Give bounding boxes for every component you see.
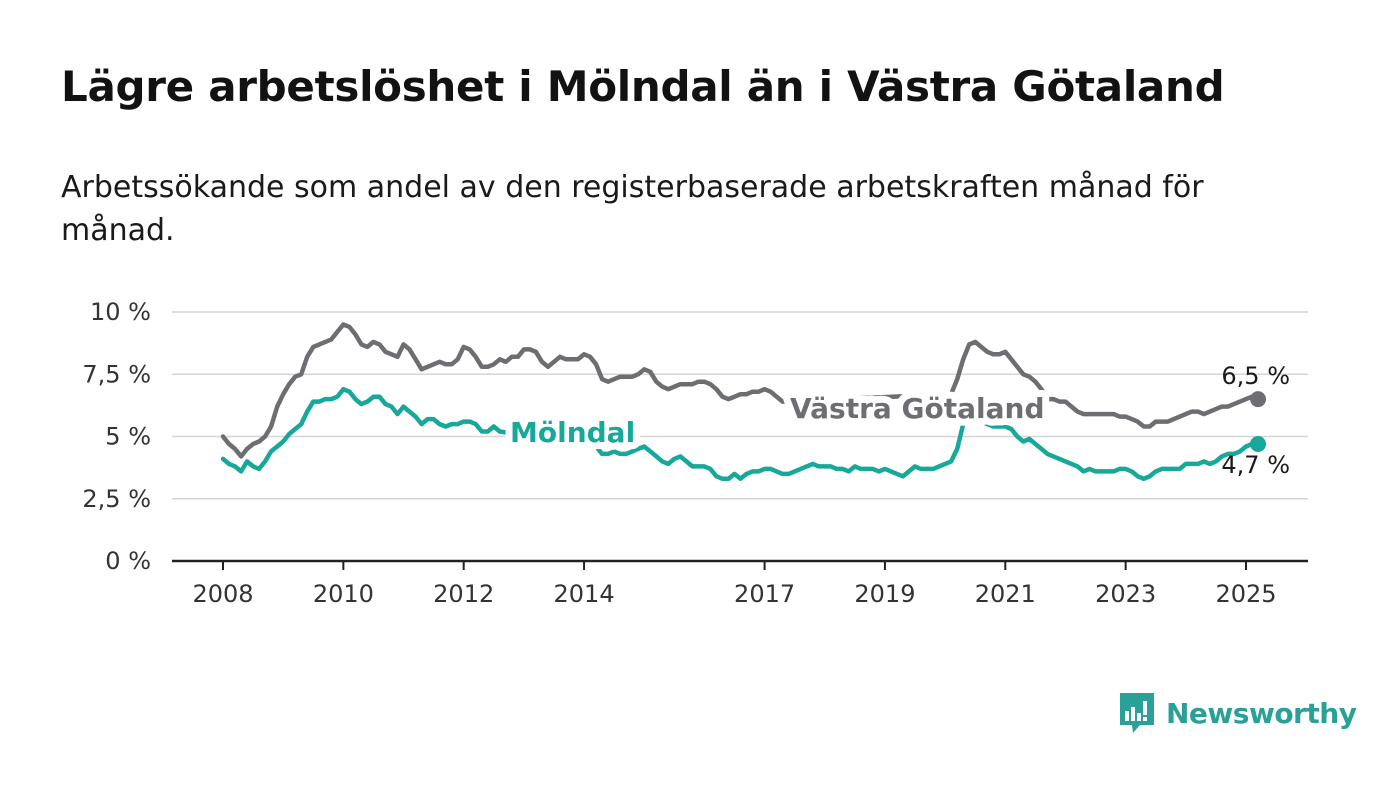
newsworthy-logo-icon bbox=[1120, 693, 1154, 733]
y-tick-label: 10 % bbox=[90, 298, 151, 326]
y-tick-label: 0 % bbox=[105, 547, 151, 575]
y-tick-label: 2,5 % bbox=[82, 485, 151, 513]
grid-lines bbox=[172, 311, 1308, 563]
x-tick-label: 2017 bbox=[734, 580, 795, 608]
series-label-halo: Västra Götaland bbox=[790, 392, 1045, 425]
x-tick-label: 2010 bbox=[313, 580, 374, 608]
brand-name: Newsworthy bbox=[1166, 696, 1357, 730]
series-line-vastra-gotaland bbox=[220, 322, 1261, 459]
end-point-marker bbox=[1250, 435, 1267, 452]
x-tick-label: 2023 bbox=[1095, 580, 1156, 608]
y-tick-label: 5 % bbox=[105, 423, 151, 451]
y-axis-ticks: 0 % 2,5 % 5 % 7,5 % 10 % bbox=[82, 298, 151, 575]
series-label-halo: Mölndal bbox=[510, 416, 635, 449]
chart-title: Lägre arbetslöshet i Mölndal än i Västra… bbox=[61, 62, 1225, 111]
end-point-marker bbox=[1250, 391, 1267, 408]
x-axis-ticks: 2008 2010 2012 2014 2017 2019 2021 2023 2025 bbox=[192, 561, 1277, 608]
end-value-label: 4,7 % bbox=[1221, 451, 1290, 479]
x-tick-label: 2025 bbox=[1215, 580, 1276, 608]
x-tick-label: 2014 bbox=[554, 580, 615, 608]
brand-logo: Newsworthy bbox=[1118, 690, 1357, 736]
end-value-label: 6,5 % bbox=[1221, 362, 1290, 390]
y-tick-label: 7,5 % bbox=[82, 360, 151, 388]
series-label: Västra Götaland bbox=[790, 392, 1045, 425]
chart-subtitle: Arbetssökande som andel av den registerb… bbox=[61, 170, 1204, 248]
series-lines bbox=[220, 322, 1267, 482]
series-line-molndal bbox=[220, 386, 1261, 482]
series-label: Mölndal bbox=[510, 416, 635, 449]
x-tick-label: 2019 bbox=[854, 580, 915, 608]
x-tick-label: 2021 bbox=[975, 580, 1036, 608]
x-tick-label: 2012 bbox=[433, 580, 494, 608]
x-tick-label: 2008 bbox=[192, 580, 253, 608]
